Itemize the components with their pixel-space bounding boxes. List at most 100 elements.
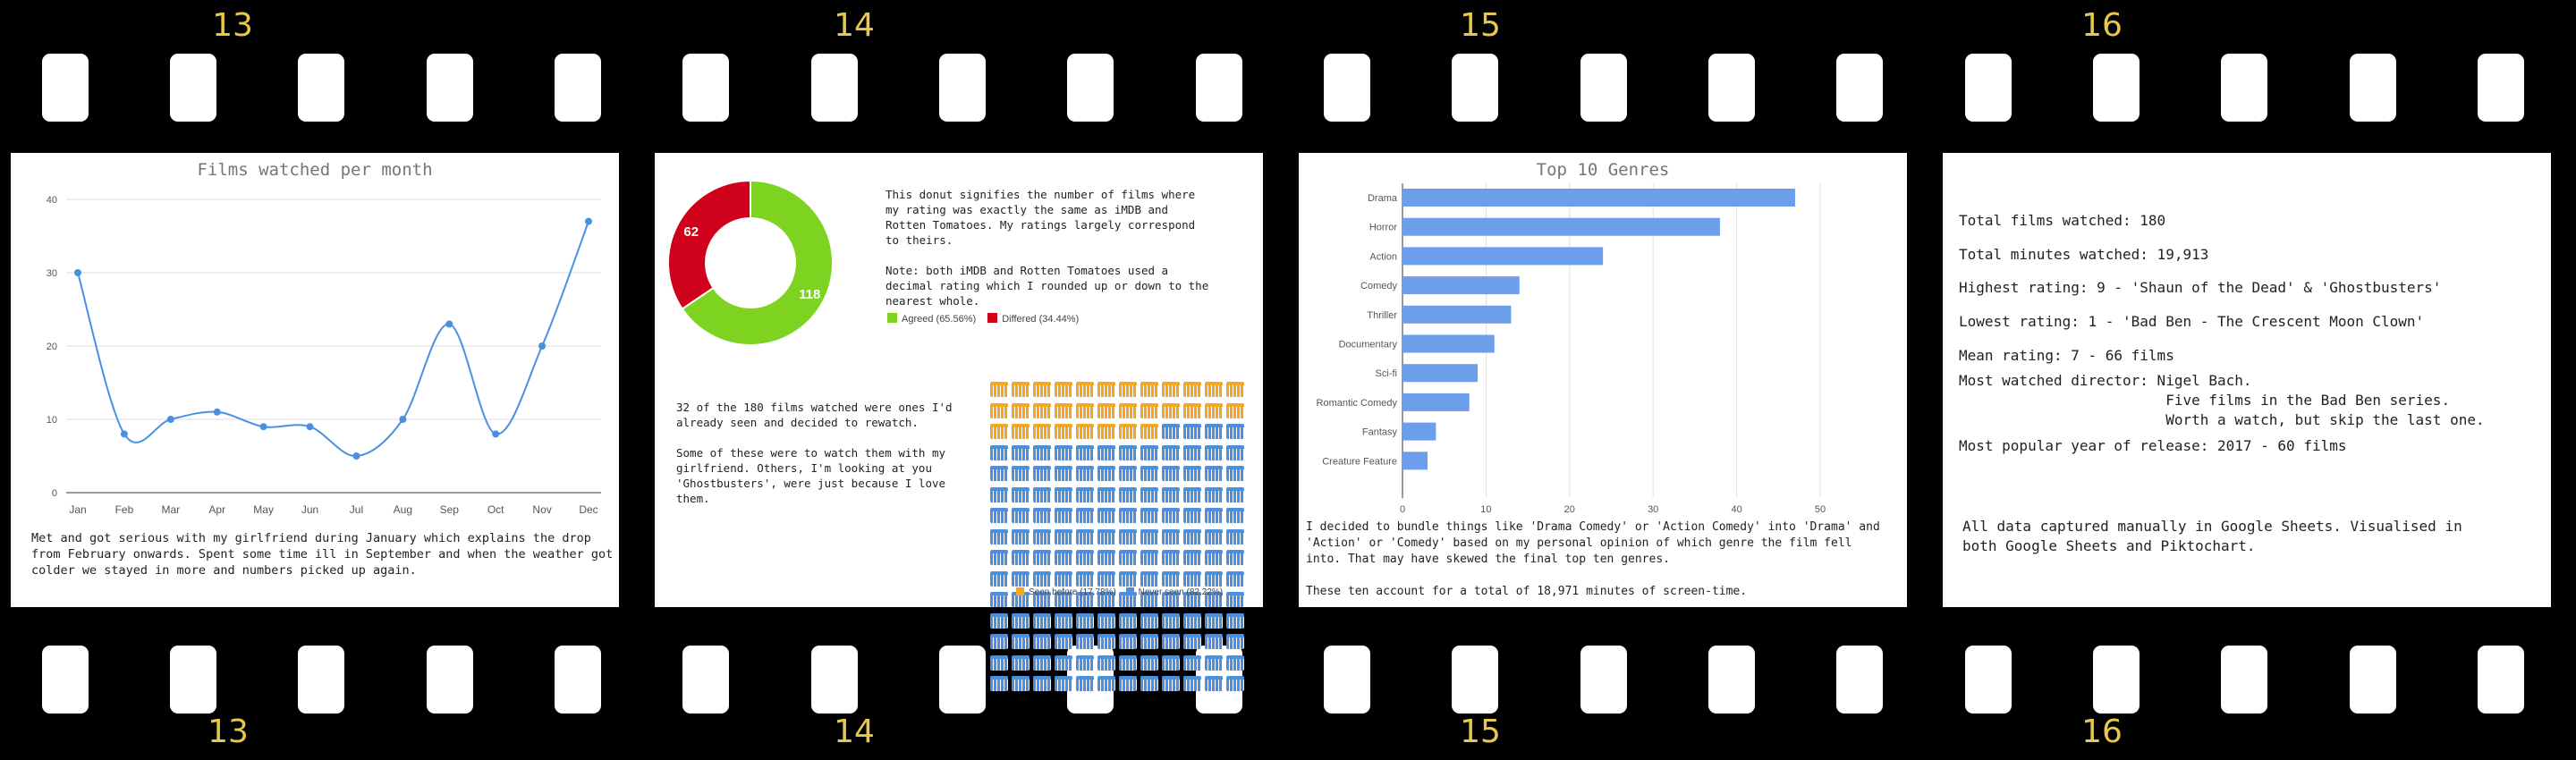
clapperboard-icon-unseen	[1183, 508, 1201, 523]
x-tick-label: Jun	[301, 503, 318, 516]
y-tick-label: Drama	[1368, 193, 1398, 204]
legend-item-seen: Seen before (17.78%)	[1016, 587, 1116, 597]
clapperboard-icon-unseen	[1033, 612, 1051, 629]
y-tick-label: 40	[47, 195, 57, 206]
sprocket-hole-top-11	[1324, 54, 1370, 122]
clapperboard-icon-seen	[1119, 382, 1137, 397]
y-tick-label: Action	[1369, 251, 1397, 262]
sprocket-hole-bottom-1	[42, 646, 89, 714]
clapperboard-icon-unseen	[1162, 508, 1180, 523]
legend-swatch-differed	[987, 313, 998, 323]
clapperboard-icon-unseen	[1055, 676, 1072, 691]
clapperboard-icon-unseen	[1140, 634, 1158, 649]
clapperboard-icon-unseen	[1183, 654, 1201, 671]
frame-number-top-3: 15	[1460, 7, 1501, 44]
data-point-oct	[492, 430, 500, 438]
y-tick-label: 0	[52, 488, 57, 499]
clapperboard-icon-unseen	[1076, 508, 1094, 523]
data-point-jan	[74, 269, 81, 276]
y-tick-label: 20	[47, 342, 57, 352]
clapperboard-icon-unseen	[1162, 528, 1180, 545]
x-tick-label: 0	[1400, 504, 1405, 515]
donut-slice-agreed-label: 118	[799, 287, 820, 302]
bar-sci-fi	[1402, 364, 1479, 383]
pictograph-legend: Seen before (17.78%) Never seen (82.22%)	[1016, 587, 1223, 597]
clapperboard-icon-unseen	[1226, 634, 1244, 649]
clapperboard-icon-seen	[1076, 382, 1094, 397]
clapperboard-icon-unseen	[1162, 654, 1180, 671]
clapperboard-icon-unseen	[1226, 654, 1244, 671]
clapperboard-icon-unseen	[1012, 486, 1030, 502]
sprocket-hole-top-3	[298, 54, 344, 122]
sprocket-hole-top-13	[1580, 54, 1627, 122]
clapperboard-icon-unseen	[1076, 486, 1094, 502]
clapperboard-icon-seen	[1097, 424, 1115, 439]
clapperboard-icon-unseen	[1226, 424, 1244, 439]
y-tick-label: Sci-fi	[1376, 368, 1397, 379]
clapperboard-icon-unseen	[990, 486, 1008, 502]
clapperboard-icon-unseen	[990, 444, 1008, 460]
clapperboard-icon-unseen	[1012, 634, 1030, 649]
bar-drama	[1402, 189, 1795, 207]
panel-ratings-rewatches: 118 62 This donut signifies the number of…	[655, 153, 1263, 691]
clapperboard-icon-unseen	[1012, 612, 1030, 629]
x-tick-label: 40	[1731, 504, 1741, 515]
sprocket-hole-bottom-17	[2093, 646, 2140, 714]
clapperboard-icon-unseen	[1055, 508, 1072, 523]
chart-title: Films watched per month	[197, 160, 433, 180]
clapperboard-icon-unseen	[1076, 612, 1094, 629]
clapperboard-icon-unseen	[1055, 444, 1072, 460]
frame-number-top-4: 16	[2081, 7, 2123, 44]
clapperboard-icon-unseen	[1205, 444, 1223, 460]
clapperboard-icon-unseen	[1205, 612, 1223, 629]
clapperboard-icon-unseen	[1033, 592, 1051, 607]
clapperboard-icon-unseen	[990, 550, 1008, 565]
clapperboard-icon-unseen	[1226, 486, 1244, 502]
data-point-nov	[538, 342, 547, 350]
sprocket-hole-bottom-4	[427, 646, 473, 714]
clapperboard-icon-unseen	[1183, 592, 1201, 607]
clapperboard-icon-unseen	[1183, 486, 1201, 502]
sprocket-hole-top-8	[939, 54, 986, 122]
clapperboard-icon-unseen	[1119, 570, 1137, 587]
clapperboard-icon-unseen	[1183, 570, 1201, 587]
data-point-mar	[166, 416, 174, 423]
clapperboard-icon-unseen	[1140, 550, 1158, 565]
clapperboard-icon-unseen	[1183, 676, 1201, 691]
stat-lowest-rating: Lowest rating: 1 - 'Bad Ben - The Cresce…	[1959, 313, 2425, 330]
clapperboard-icon-unseen	[1097, 676, 1115, 691]
x-tick-label: May	[253, 503, 274, 516]
stat-total-minutes: Total minutes watched: 19,913	[1959, 246, 2209, 263]
clapperboard-icon-seen	[1162, 382, 1180, 397]
bar-horror	[1402, 217, 1720, 236]
clapperboard-icon-unseen	[1033, 508, 1051, 523]
sprocket-hole-bottom-15	[1836, 646, 1883, 714]
clapperboard-icon-unseen	[1226, 466, 1244, 481]
legend-label-differed: Differed (34.44%)	[1002, 314, 1080, 325]
sprocket-hole-bottom-12	[1452, 646, 1498, 714]
stat-most-watched-director: Most watched director: Nigel Bach. Five …	[1959, 372, 2485, 428]
sprocket-hole-bottom-8	[939, 646, 986, 714]
frame-number-bottom-4: 16	[2081, 714, 2123, 750]
clapperboard-icon-unseen	[1140, 466, 1158, 481]
clapperboard-icon-unseen	[1055, 634, 1072, 649]
clapperboard-icon-seen	[990, 402, 1008, 418]
stat-total-films: Total films watched: 180	[1959, 212, 2166, 229]
clapperboard-icon-seen	[1076, 402, 1094, 418]
x-tick-label: Feb	[115, 503, 134, 516]
sprocket-hole-top-5	[555, 54, 601, 122]
sprocket-hole-bottom-3	[298, 646, 344, 714]
clapperboard-icon-seen	[990, 382, 1008, 397]
clapperboard-icon-unseen	[1012, 550, 1030, 565]
sprocket-hole-top-2	[170, 54, 216, 122]
clapperboard-icon-unseen	[1119, 528, 1137, 545]
clapperboard-icon-seen	[1226, 382, 1244, 397]
y-tick-label: Romantic Comedy	[1317, 398, 1398, 409]
data-point-jun	[306, 423, 314, 431]
clapperboard-icon-unseen	[1076, 528, 1094, 545]
panel-summary-stats: Total films watched: 180 Total minutes w…	[1943, 153, 2551, 607]
x-tick-label: 10	[1480, 504, 1491, 515]
clapperboard-icon-unseen	[1033, 528, 1051, 545]
legend-item-agreed: Agreed (65.56%)	[887, 313, 976, 325]
y-tick-label: Thriller	[1367, 310, 1397, 321]
